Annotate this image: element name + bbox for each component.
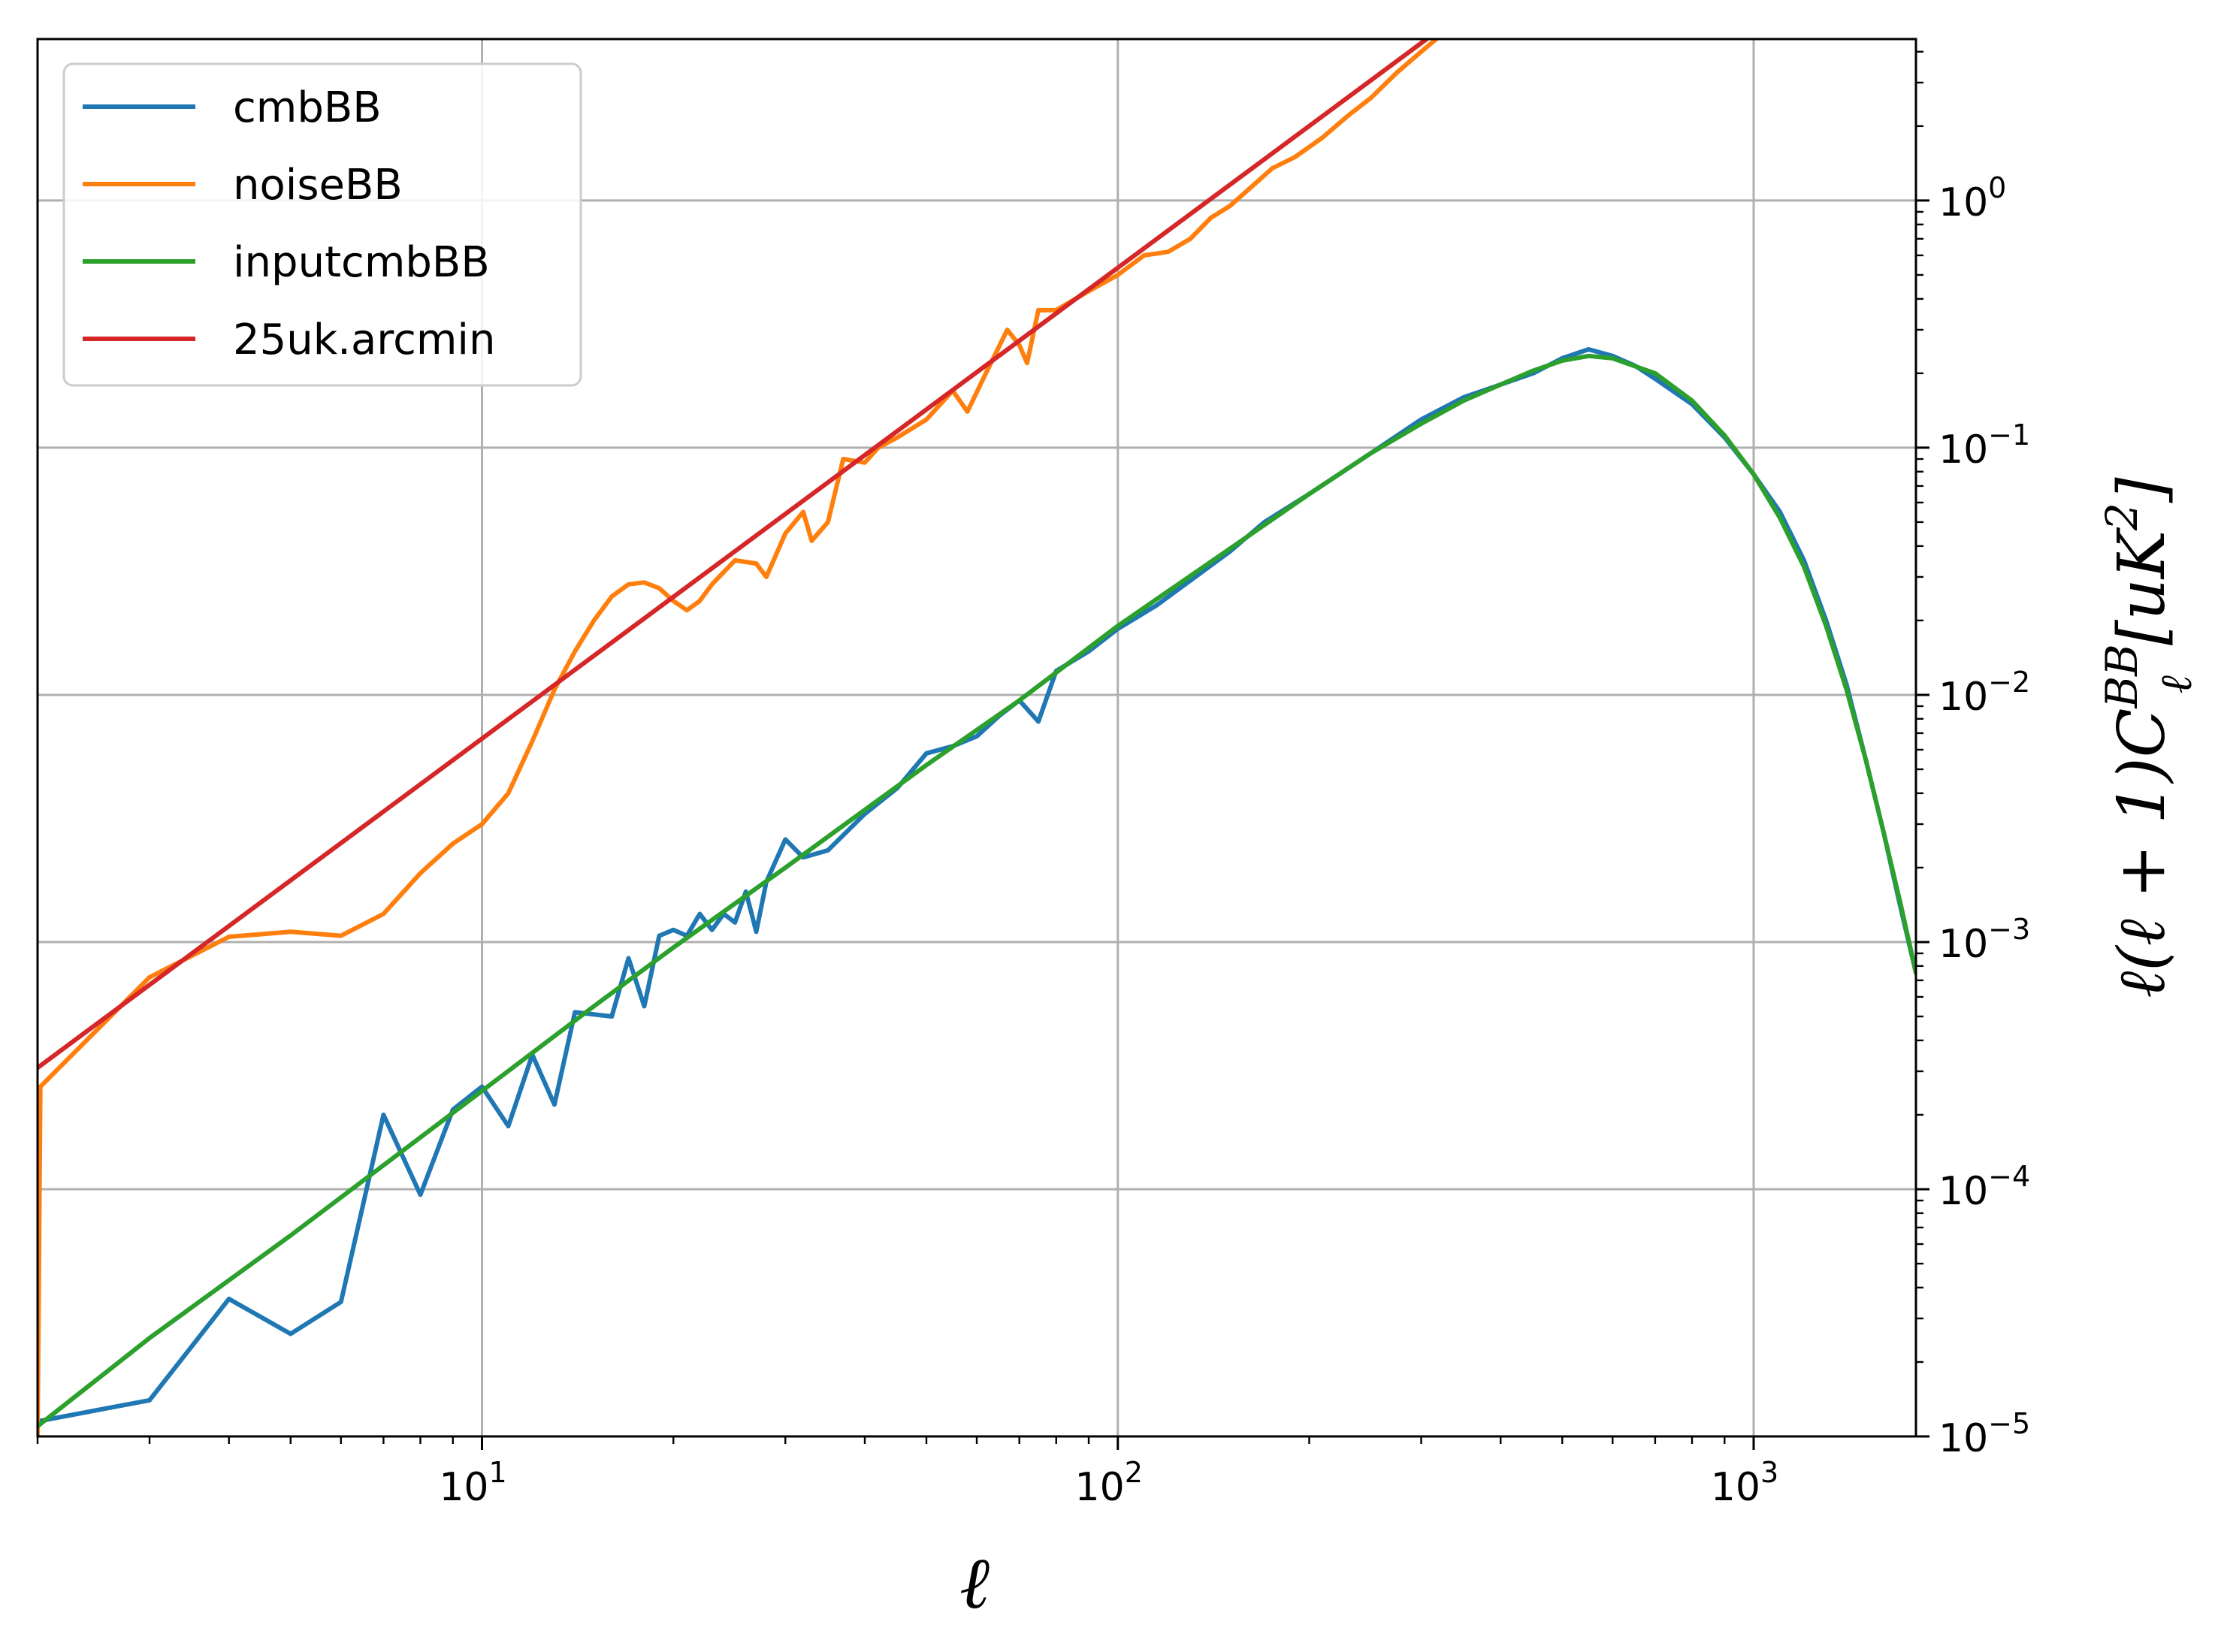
- legend-label: 25uk.arcmin: [233, 316, 495, 364]
- legend-box: [62, 62, 582, 387]
- legend-label: cmbBB: [233, 83, 382, 132]
- y-tick-label: 10−3: [1938, 913, 2030, 967]
- x-axis-label: ℓ: [959, 1541, 990, 1625]
- series-layer: [38, 39, 1916, 1436]
- series-line-inputcmbbb: [38, 353, 1916, 1429]
- y-tick-label: 10−5: [1938, 1407, 2030, 1461]
- series-line-noisebb: [38, 39, 1440, 1436]
- x-tick-label: 101: [439, 1456, 506, 1510]
- y-axis-label: ℓ(ℓ + 1)CBBℓ[uK2]: [2096, 477, 2201, 998]
- y-tick-label: 100: [1938, 171, 2006, 225]
- legend-label: noiseBB: [233, 161, 403, 210]
- series-line-25uk-arcmin: [38, 39, 1431, 1071]
- legend-label: inputcmbBB: [233, 238, 490, 287]
- y-tick-label: 10−2: [1938, 666, 2030, 720]
- x-tick-label: 102: [1075, 1456, 1143, 1510]
- legend: cmbBB noiseBB inputcmbBB 25uk.arcmin: [62, 62, 582, 387]
- series-line-cmbbb: [38, 347, 1916, 1424]
- axis-ticks: 101 102 103 10−5 10−4 10−3 10−2 10−1 100: [36, 50, 2030, 1510]
- y-tick-label: 10−4: [1938, 1160, 2030, 1214]
- y-tick-label: 10−1: [1938, 418, 2030, 473]
- x-tick-label: 103: [1711, 1456, 1778, 1510]
